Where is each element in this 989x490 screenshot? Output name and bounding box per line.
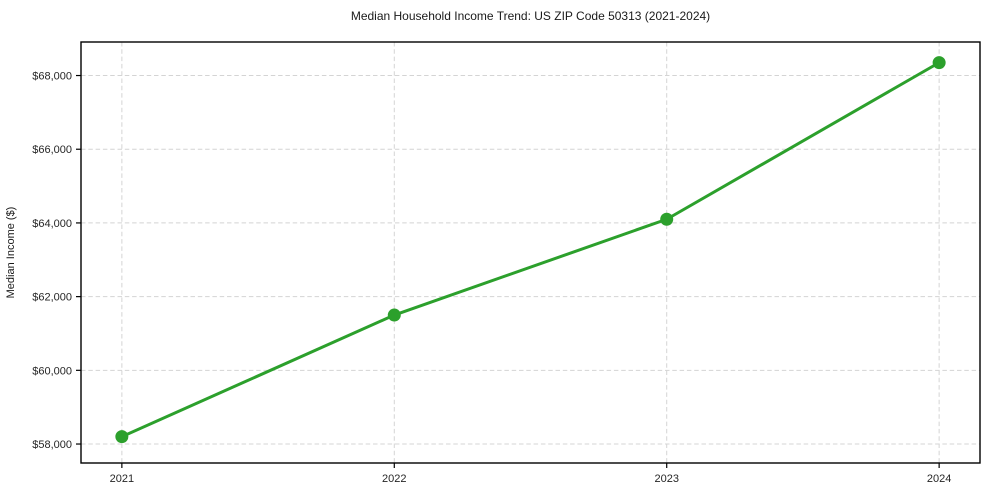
y-tick-label: $60,000 bbox=[32, 365, 72, 377]
y-tick-label: $62,000 bbox=[32, 292, 72, 304]
data-point-2021 bbox=[115, 430, 129, 444]
y-tick-label: $58,000 bbox=[32, 439, 72, 451]
data-point-2023 bbox=[660, 212, 674, 226]
x-tick-label: 2024 bbox=[927, 473, 951, 485]
plot-border bbox=[80, 41, 981, 464]
axes-spines bbox=[80, 41, 981, 464]
y-axis-label: Median Income ($) bbox=[5, 207, 17, 299]
series-layer bbox=[115, 56, 946, 444]
x-tick-label: 2021 bbox=[110, 473, 134, 485]
grid-layer bbox=[81, 42, 980, 463]
y-tick-label: $68,000 bbox=[32, 71, 72, 83]
y-tick-label: $66,000 bbox=[32, 144, 72, 156]
y-tick-label: $64,000 bbox=[32, 218, 72, 230]
trend-line bbox=[120, 61, 941, 439]
x-tick-label: 2022 bbox=[382, 473, 406, 485]
data-point-2022 bbox=[387, 308, 401, 322]
tick-layer: $58,000 $60,000 $62,000 $64,000 $66,000 $68,0… bbox=[32, 71, 951, 485]
chart-title: Median Household Income Trend: US ZIP Co… bbox=[351, 9, 710, 23]
x-tick-label: 2023 bbox=[654, 473, 678, 485]
data-point-2024 bbox=[932, 56, 946, 70]
